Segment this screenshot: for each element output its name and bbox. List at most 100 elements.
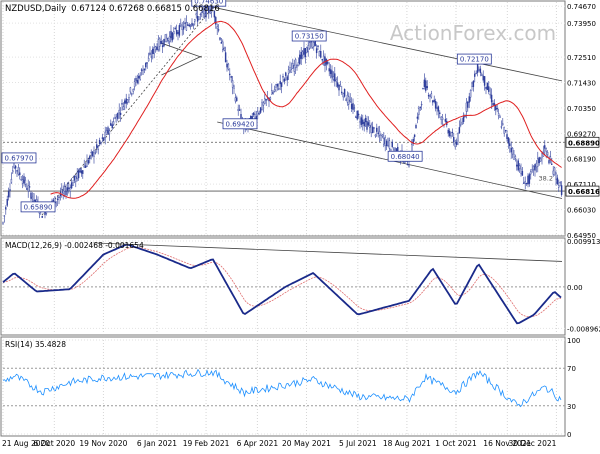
candle-body [287,69,290,74]
candle-body [296,65,298,68]
candle-body [283,78,286,82]
candle-body [304,47,307,58]
candle-body [559,182,561,184]
candle-body [425,80,427,91]
watermark: ActionForex.com [390,21,556,45]
candle-body [184,22,186,24]
candle-body [485,86,487,89]
candle-body [77,170,80,179]
candle-body [34,199,36,202]
candle-body [112,121,115,125]
candle-body [495,104,497,111]
candle-body [457,133,459,142]
grid-layer [2,2,565,435]
candle-body [311,40,314,48]
candle-body [265,99,267,101]
candle-body [363,121,365,127]
candle-body [234,97,237,102]
candle-body [19,172,21,176]
candle-body [492,102,494,106]
candle-body [426,86,428,89]
candle-body [55,201,57,204]
candle-body [96,144,98,148]
candle-body [303,48,305,55]
candle-body [482,75,484,81]
candle-body [416,116,419,119]
macd-y-tick: 0.009913 [567,238,600,246]
candle-body [252,112,255,116]
candle-body [432,100,434,103]
candle-body [20,179,22,181]
candle-body [89,156,91,160]
candle-body [530,171,532,175]
trendline [41,6,214,216]
candle-body [143,68,146,71]
candle-body [387,138,389,146]
candle-body [138,76,140,79]
candle-body [310,41,312,43]
candle-body [238,109,241,111]
candle-body [6,199,8,206]
candle-body [513,154,515,160]
candle-body [153,47,155,55]
candle-body [434,100,437,109]
candle-body [119,112,122,115]
candle-body [381,134,384,137]
candle-body [272,92,274,94]
candle-body [56,198,59,200]
candle-body [224,52,227,63]
candle-body [481,73,483,77]
candle-body [458,127,461,134]
candle-body [149,52,151,55]
candle-body [509,143,511,147]
candle-body [301,51,304,56]
candle-body [391,141,393,148]
candle-body [293,65,295,72]
candle-body [125,98,127,104]
candle-body [486,82,489,90]
candle-body [467,101,469,108]
candle-body [171,32,174,41]
x-tick-label: 19 Feb 2021 [183,439,230,448]
moving-average-line [50,20,562,199]
candle-body [531,169,533,171]
candle-body [159,38,161,47]
candle-body [285,72,287,76]
candle-body [114,117,116,119]
candle-body [215,17,217,25]
candle-body [356,110,358,120]
rsi-y-tick: 0 [567,431,571,439]
candle-body [157,39,160,51]
x-tick-label: 20 May 2021 [282,439,331,448]
candle-body [339,84,342,87]
candle-body [279,81,281,85]
candle-body [132,88,134,92]
candle-body [202,10,204,14]
chart-ohlc: 0.67124 0.67268 0.66815 0.66816 [71,4,220,14]
candle-body [448,130,451,136]
candle-body [394,147,396,149]
candle-body [548,160,550,164]
candle-body [460,124,462,126]
candle-body [468,96,470,103]
x-tick-label: 6 Oct 2020 [34,439,76,448]
candle-body [465,102,468,112]
candle-body [175,30,178,35]
fib-label: 38.2 [539,174,553,182]
candle-body [374,134,377,137]
candle-body [118,109,120,113]
candle-body [433,99,435,102]
candle-body [164,34,167,43]
candle-body [555,172,557,180]
candle-body [136,80,139,83]
candle-body [499,116,501,118]
candle-body [313,41,315,47]
candle-body [87,160,90,164]
price-y-tick: 0.74670 [567,3,596,11]
candle-body [72,181,74,186]
candle-body [430,93,433,98]
candle-body [504,130,507,132]
candle-body [341,91,343,94]
candle-body [541,153,543,159]
